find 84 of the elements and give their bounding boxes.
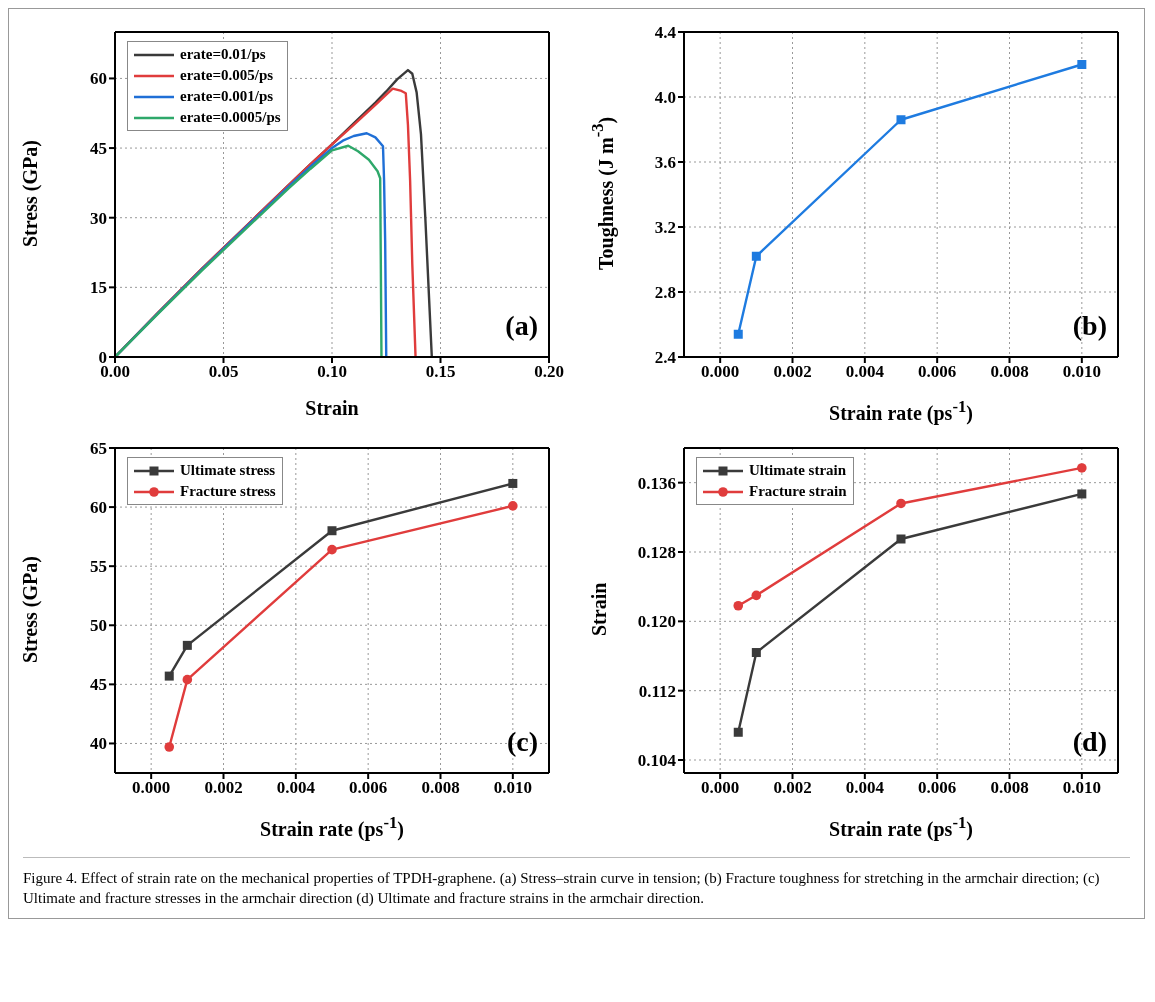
y-tick-label: 45	[90, 139, 107, 159]
y-tick-label: 60	[90, 69, 107, 89]
point	[896, 115, 906, 125]
legend-label: Fracture stress	[180, 483, 276, 500]
x-axis-title: Strain rate (ps$^{-1}$)	[828, 813, 974, 841]
x-tick-label: 0.006	[349, 778, 388, 798]
y-tick-label: 45	[90, 675, 107, 695]
x-tick-label: 0.20	[534, 362, 564, 382]
legend-label: erate=0.0005/ps	[180, 109, 281, 126]
x-tick-label: 0.000	[132, 778, 171, 798]
x-tick-label: 0.010	[493, 778, 532, 798]
y-tick-label: 60	[90, 498, 107, 518]
y-tick-label: 3.2	[654, 218, 676, 238]
point	[182, 640, 192, 650]
y-axis-title: Stress (GPa)	[19, 139, 42, 249]
point	[1077, 60, 1087, 69]
point	[508, 478, 518, 488]
x-tick-label: 0.004	[276, 778, 316, 798]
point	[896, 534, 906, 544]
y-tick-label: 0.104	[637, 751, 677, 771]
x-tick-label: 0.008	[990, 778, 1029, 798]
annotation: (c)	[506, 726, 538, 758]
legend-label: erate=0.01/ps	[180, 46, 266, 63]
x-tick-label: 0.000	[701, 362, 740, 382]
x-tick-label: 0.002	[773, 778, 812, 798]
legend-label: erate=0.005/ps	[180, 67, 274, 84]
y-tick-label: 2.8	[654, 283, 676, 303]
x-axis-title: Strain	[304, 397, 360, 420]
point	[164, 671, 174, 681]
x-tick-label: 0.004	[845, 778, 885, 798]
y-axis-title: Stress (GPa)	[19, 555, 42, 665]
point	[733, 600, 744, 611]
point	[327, 526, 337, 536]
y-tick-label: 55	[90, 557, 107, 577]
annotation: (d)	[1072, 726, 1107, 758]
x-tick-label: 0.010	[1062, 362, 1101, 382]
x-tick-label: 0.000	[701, 778, 740, 798]
point	[733, 329, 743, 339]
y-tick-label: 65	[90, 439, 107, 459]
legend-label: Ultimate stress	[180, 462, 276, 479]
annotation: (a)	[505, 310, 538, 342]
x-tick-label: 0.004	[845, 362, 885, 382]
x-tick-label: 0.010	[1062, 778, 1101, 798]
annotation: (b)	[1072, 310, 1107, 342]
y-tick-label: 0.120	[637, 612, 676, 632]
y-tick-label: 0.136	[637, 473, 676, 493]
x-tick-label: 0.00	[100, 362, 130, 382]
y-tick-label: 3.6	[654, 153, 676, 173]
point	[1077, 489, 1087, 499]
point	[733, 727, 743, 737]
x-tick-label: 0.15	[425, 362, 456, 382]
point	[164, 742, 175, 752]
point	[182, 674, 193, 685]
point	[751, 648, 761, 658]
point	[508, 501, 518, 511]
legend-label: Fracture strain	[749, 483, 847, 500]
x-tick-label: 0.008	[421, 778, 460, 798]
y-tick-label: 4.0	[654, 88, 676, 108]
legend-label: Ultimate strain	[749, 462, 847, 479]
x-tick-label: 0.006	[918, 778, 957, 798]
x-tick-label: 0.10	[317, 362, 347, 382]
y-tick-label: 15	[90, 278, 107, 298]
y-tick-label: 0.128	[637, 543, 676, 563]
y-tick-label: 30	[90, 208, 107, 228]
x-axis-title: Strain rate (ps$^{-1}$)	[259, 813, 405, 841]
y-axis-title: Strain	[588, 581, 611, 639]
point	[751, 251, 761, 261]
y-tick-label: 0.112	[638, 681, 676, 701]
x-tick-label: 0.05	[208, 362, 239, 382]
point	[1077, 463, 1087, 473]
point	[896, 498, 906, 509]
point	[751, 590, 762, 601]
legend-label: erate=0.001/ps	[180, 88, 274, 105]
caption: Figure 4. Effect of strain rate on the mechanical properties of TPDH-graphene. (a) Stress–strain curve in tension; (b) Fracture toughness for stretching in the armchair direction; (c) Ultimate and fracture stresses in the armchair direction (d) Ultimate and fracture strains in the armchair direction.	[23, 869, 1101, 908]
y-tick-label: 2.4	[654, 348, 677, 368]
x-tick-label: 0.008	[990, 362, 1029, 382]
point	[327, 544, 337, 555]
x-tick-label: 0.002	[773, 362, 812, 382]
x-tick-label: 0.006	[918, 362, 957, 382]
y-tick-label: 50	[90, 616, 107, 636]
y-tick-label: 4.4	[654, 23, 677, 43]
x-axis-title: Strain rate (ps$^{-1}$)	[828, 397, 974, 425]
y-tick-label: 40	[90, 734, 107, 754]
x-tick-label: 0.002	[204, 778, 243, 798]
